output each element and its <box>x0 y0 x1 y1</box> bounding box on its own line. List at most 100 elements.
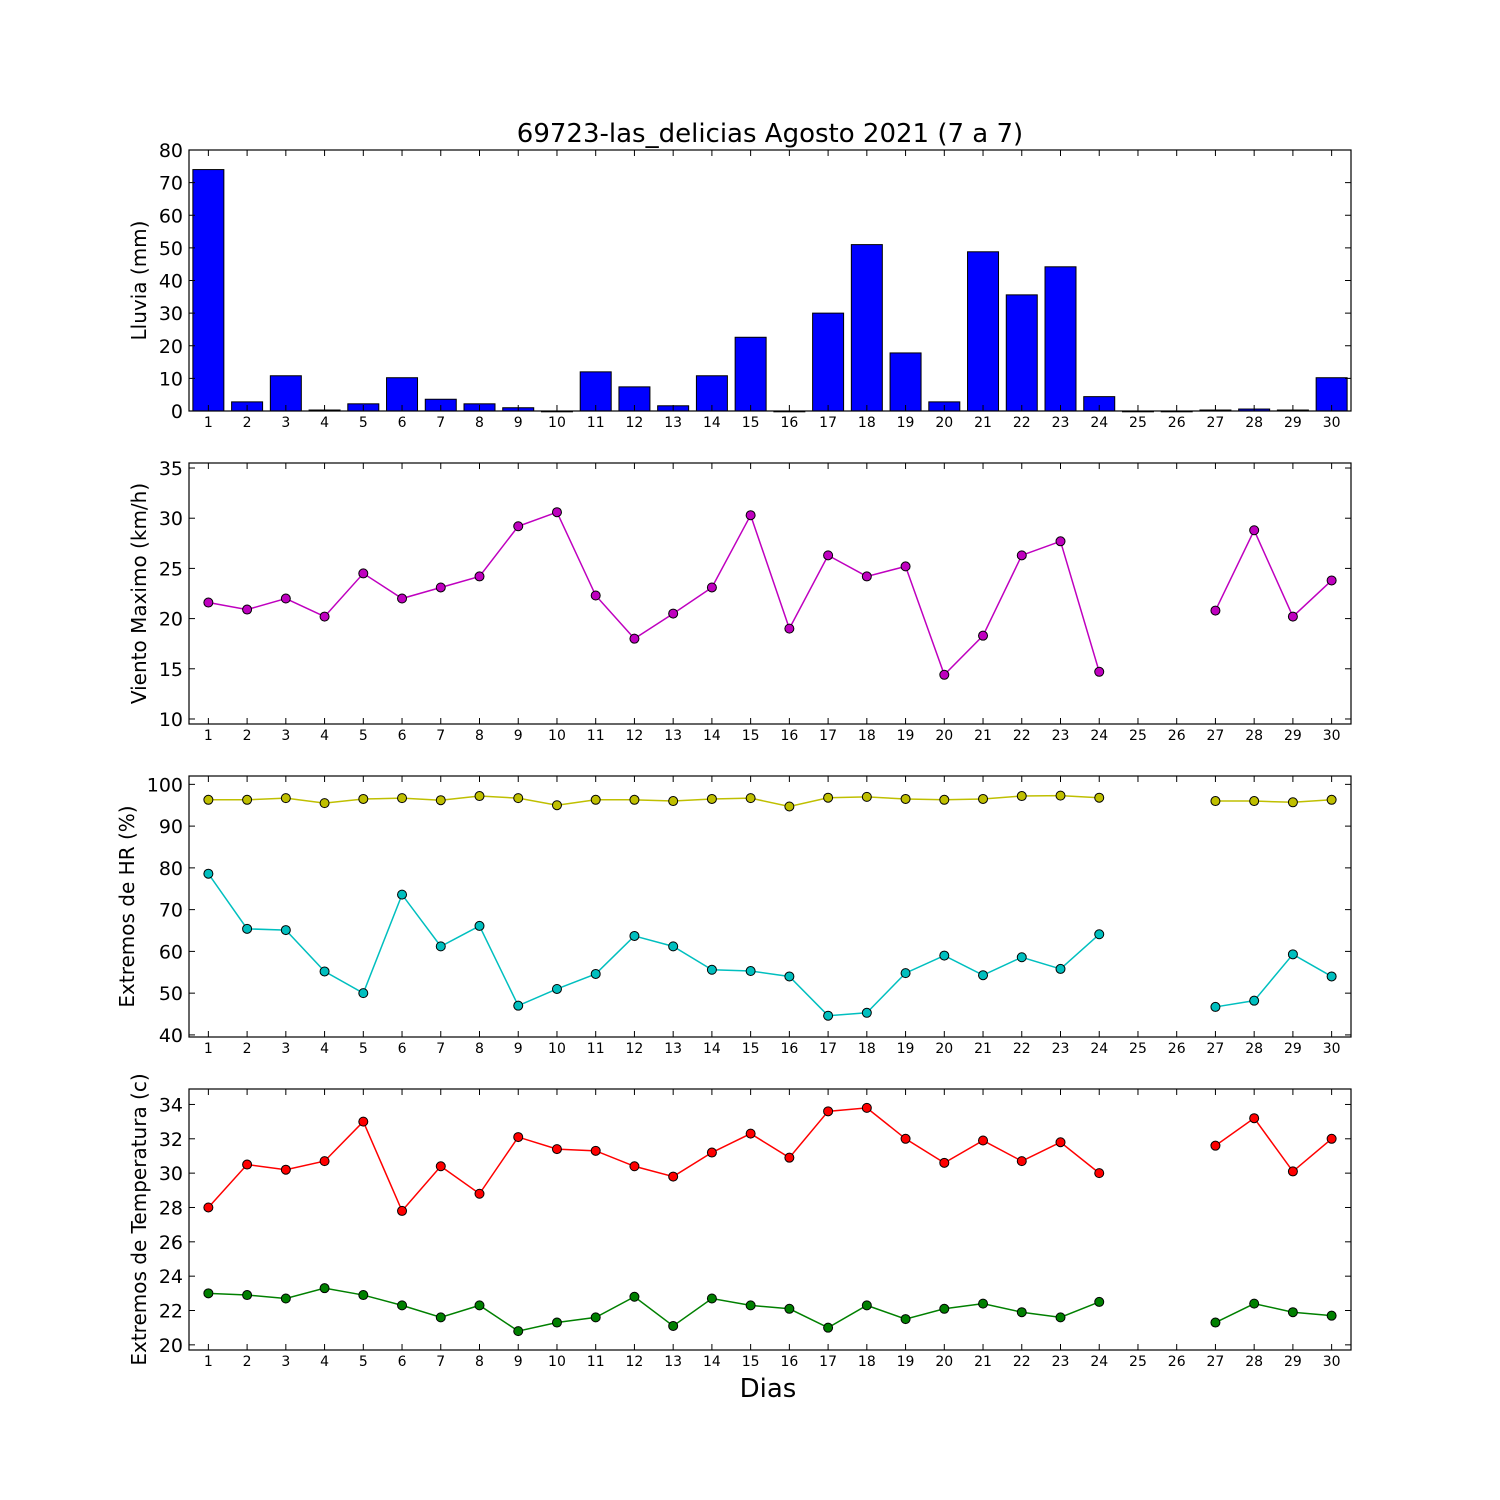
x-tick-label: 3 <box>281 728 290 744</box>
y-tick-label: 80 <box>159 140 183 162</box>
hr-max-point <box>629 794 640 805</box>
temp-min-line <box>208 1287 1332 1332</box>
x-tick-label: 9 <box>514 728 523 744</box>
rain-bar <box>192 169 225 412</box>
wind-point <box>1326 575 1337 586</box>
x-tick-label: 28 <box>1245 415 1263 431</box>
hr-min-point <box>706 964 717 975</box>
rain-bar <box>812 312 845 412</box>
temp-min-point <box>280 1293 291 1304</box>
x-tick-label: 17 <box>819 1354 837 1370</box>
hr-max-point <box>745 793 756 804</box>
x-tick-label: 6 <box>398 1354 407 1370</box>
temp-max-point <box>358 1116 369 1127</box>
wind-point <box>280 593 291 604</box>
y-tick-label: 20 <box>159 336 183 358</box>
rain-bar <box>967 251 1000 412</box>
wind-point <box>939 669 950 680</box>
hr-max-point <box>900 793 911 804</box>
temp-max-point <box>1287 1166 1298 1177</box>
temp-min-point <box>1210 1317 1221 1328</box>
x-tick-label: 3 <box>281 1041 290 1057</box>
x-tick-label: 20 <box>935 1354 953 1370</box>
temp-max-point <box>319 1156 330 1167</box>
x-tick-label: 27 <box>1207 1041 1225 1057</box>
temp-min-point <box>784 1303 795 1314</box>
x-tick-label: 9 <box>514 1354 523 1370</box>
wind-point <box>1016 550 1027 561</box>
x-tick-label: 6 <box>398 415 407 431</box>
temp-max-point <box>203 1202 214 1213</box>
wind-point <box>1287 611 1298 622</box>
x-tick-label: 14 <box>703 1041 721 1057</box>
temp-max-point <box>745 1128 756 1139</box>
x-tick-label: 7 <box>436 415 445 431</box>
temp-max-point <box>1094 1168 1105 1179</box>
x-tick-label: 4 <box>320 1354 329 1370</box>
x-tick-label: 3 <box>281 415 290 431</box>
hr-min-point <box>745 966 756 977</box>
hr-min-point <box>590 968 601 979</box>
x-tick-label: 30 <box>1323 1041 1341 1057</box>
x-tick-label: 24 <box>1090 728 1108 744</box>
hr-min-point <box>823 1010 834 1021</box>
hr-max-point <box>1249 796 1260 807</box>
x-tick-label: 28 <box>1245 1354 1263 1370</box>
y-tick-label: 15 <box>159 659 183 681</box>
wind-y-axis-label: Viento Maximo (km/h) <box>127 483 151 704</box>
hr-min-point <box>242 923 253 934</box>
wind-point <box>203 597 214 608</box>
temp-max-point <box>551 1144 562 1155</box>
x-tick-label: 5 <box>359 1041 368 1057</box>
temp-min-point <box>1016 1307 1027 1318</box>
hr-max-line <box>208 794 1332 808</box>
temp-min-point <box>203 1288 214 1299</box>
wind-point <box>1249 525 1260 536</box>
hr-max-point <box>551 800 562 811</box>
x-tick-label: 15 <box>742 415 760 431</box>
x-tick-label: 16 <box>780 1041 798 1057</box>
temp-min-point <box>978 1298 989 1309</box>
wind-point <box>629 633 640 644</box>
rain-bar <box>1044 266 1077 412</box>
x-tick-label: 15 <box>742 728 760 744</box>
rain-y-axis-label: Lluvia (mm) <box>127 221 151 341</box>
wind-point <box>551 507 562 518</box>
hr-max-point <box>823 792 834 803</box>
x-tick-label: 23 <box>1052 728 1070 744</box>
x-tick-label: 12 <box>626 728 644 744</box>
hr-max-point <box>319 798 330 809</box>
temp-max-point <box>784 1152 795 1163</box>
hr-max-point <box>1016 791 1027 802</box>
hr-min-point <box>319 966 330 977</box>
hr-max-point <box>474 791 485 802</box>
hr-min-line <box>207 873 1333 1017</box>
hr-max-point <box>203 794 214 805</box>
temp-max-point <box>706 1147 717 1158</box>
hr-max-point <box>1210 796 1221 807</box>
x-tick-label: 15 <box>742 1354 760 1370</box>
hr-max-point <box>939 794 950 805</box>
hr-min-point <box>629 930 640 941</box>
x-tick-label: 18 <box>858 1041 876 1057</box>
temp-max-point <box>1210 1140 1221 1151</box>
x-tick-label: 11 <box>587 1354 605 1370</box>
temp-min-point <box>551 1317 562 1328</box>
hr-min-point <box>668 941 679 952</box>
x-tick-label: 29 <box>1284 415 1302 431</box>
x-tick-label: 29 <box>1284 1354 1302 1370</box>
hr-max-point <box>397 793 408 804</box>
wind-point <box>900 561 911 572</box>
temp-max-point <box>397 1205 408 1216</box>
hr-max-point <box>1055 790 1066 801</box>
y-tick-label: 100 <box>147 774 183 796</box>
temp-max-point <box>823 1106 834 1117</box>
y-tick-label: 32 <box>159 1129 183 1151</box>
wind-point <box>513 521 524 532</box>
x-tick-label: 20 <box>935 728 953 744</box>
temp-min-point <box>861 1300 872 1311</box>
hr-max-point <box>280 793 291 804</box>
hr-max-point <box>784 801 795 812</box>
